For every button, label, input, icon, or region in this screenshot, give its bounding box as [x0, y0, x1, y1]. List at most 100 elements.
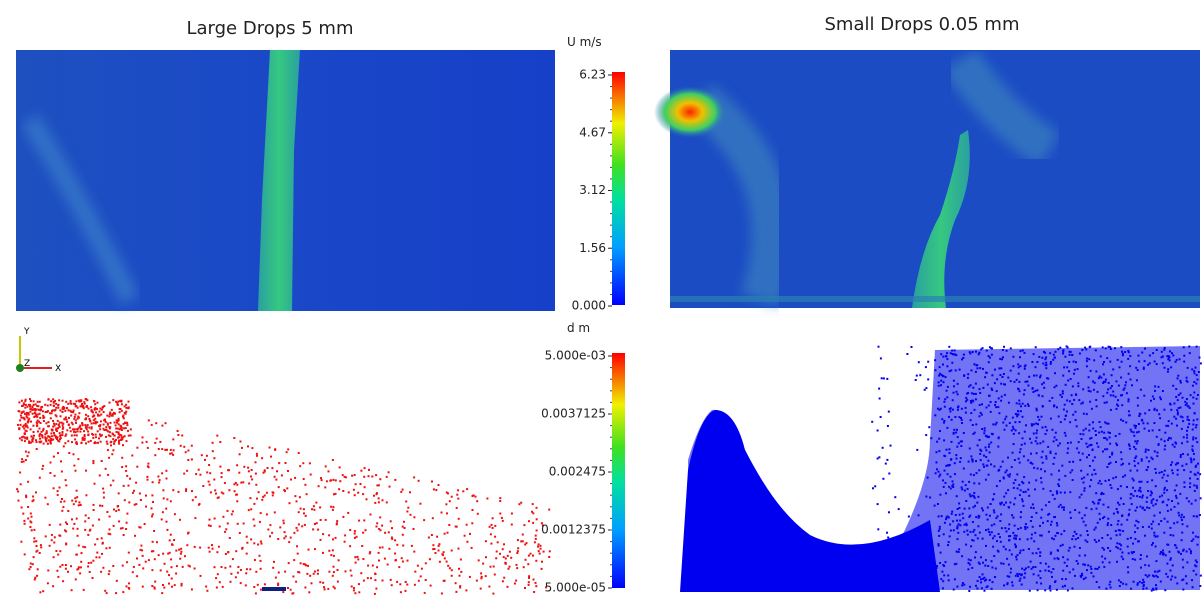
particle [1005, 471, 1007, 473]
particle [490, 533, 492, 535]
particle [441, 593, 443, 595]
particle [147, 463, 149, 465]
particle [1156, 455, 1158, 457]
particle [428, 537, 430, 539]
particle [1038, 394, 1040, 396]
particle [979, 415, 981, 417]
particle [128, 501, 130, 503]
particle [987, 384, 989, 386]
particle [1134, 531, 1136, 533]
particle [522, 534, 524, 536]
particle [1121, 524, 1123, 526]
particle [1061, 465, 1063, 467]
particle [110, 484, 112, 486]
axis-z [16, 364, 24, 372]
particle [351, 575, 353, 577]
particle [228, 469, 230, 471]
particle [1180, 407, 1182, 409]
particle [988, 355, 990, 357]
particle [1023, 393, 1025, 395]
particle [70, 403, 72, 405]
particle [978, 562, 980, 564]
particle [1053, 440, 1055, 442]
particle [936, 441, 938, 443]
particle [1137, 405, 1139, 407]
particle [257, 584, 259, 586]
particle [975, 585, 977, 587]
particle [324, 486, 326, 488]
particle [1004, 429, 1006, 431]
particle [1186, 497, 1188, 499]
particle [96, 421, 98, 423]
particle [891, 585, 893, 587]
particle [976, 587, 978, 589]
particle [1079, 547, 1081, 549]
particle [989, 451, 991, 453]
particle [88, 562, 90, 564]
particle [1167, 499, 1169, 501]
particle [980, 578, 982, 580]
particle [72, 423, 74, 425]
particle [34, 577, 36, 579]
particle [35, 551, 37, 553]
particle [948, 579, 950, 581]
particle [1073, 399, 1075, 401]
particle [990, 411, 992, 413]
particle [136, 466, 138, 468]
particle [97, 402, 99, 404]
particle [152, 541, 154, 543]
particle [1177, 375, 1179, 377]
particle [938, 471, 940, 473]
particle [1129, 445, 1131, 447]
particle [992, 537, 994, 539]
particle [1001, 396, 1003, 398]
particle [1068, 370, 1070, 372]
particle [1127, 358, 1129, 360]
particle [214, 566, 216, 568]
particle [53, 542, 55, 544]
particle [1054, 558, 1056, 560]
particle [492, 517, 494, 519]
particle [1182, 550, 1184, 552]
particle [1085, 348, 1087, 350]
particle [1111, 374, 1113, 376]
particle [1038, 419, 1040, 421]
particle [1009, 422, 1011, 424]
particle [81, 403, 83, 405]
particle [60, 415, 62, 417]
particle [1178, 514, 1180, 516]
particle [1199, 357, 1201, 359]
particle [1158, 413, 1160, 415]
particle [322, 582, 324, 584]
particle [1006, 530, 1008, 532]
particle [431, 534, 433, 536]
particle [44, 404, 46, 406]
particle [1090, 566, 1092, 568]
particle [1139, 496, 1141, 498]
particle [71, 589, 73, 591]
particle [56, 430, 58, 432]
particle [1136, 506, 1138, 508]
particle [1001, 527, 1003, 529]
particle [435, 489, 437, 491]
particle [255, 592, 257, 594]
particle [1097, 446, 1099, 448]
particle [997, 406, 999, 408]
particle [1039, 376, 1041, 378]
particle [63, 407, 65, 409]
particle [927, 477, 929, 479]
particle [39, 435, 41, 437]
particle [178, 549, 180, 551]
particle [329, 480, 331, 482]
particle [1159, 553, 1161, 555]
particle [1035, 366, 1037, 368]
particle [988, 446, 990, 448]
particle [219, 441, 221, 443]
particle [379, 547, 381, 549]
particle [1096, 568, 1098, 570]
particle [1083, 578, 1085, 580]
particle [1079, 496, 1081, 498]
particle [52, 439, 54, 441]
particle [83, 589, 85, 591]
particle [1019, 356, 1021, 358]
